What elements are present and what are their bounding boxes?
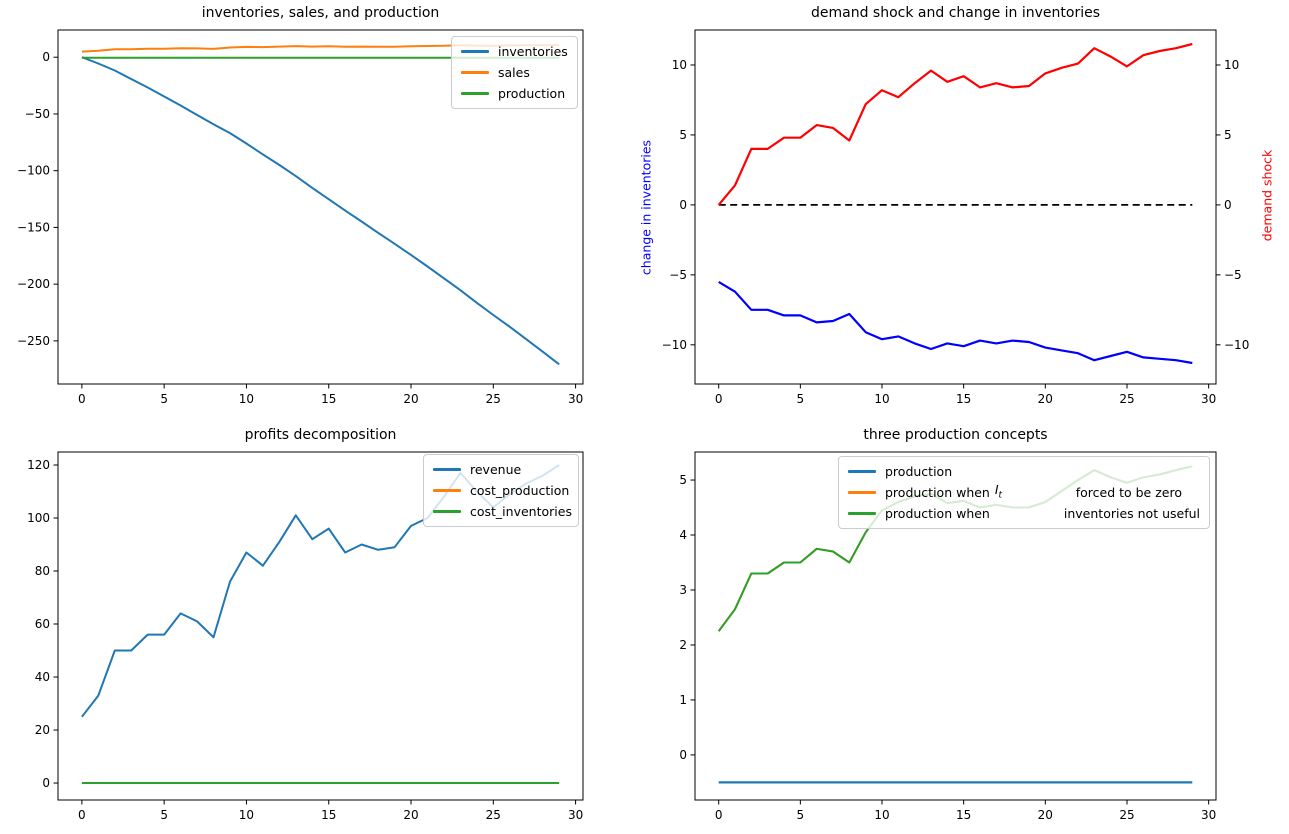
legend-item-sales: sales <box>461 62 568 83</box>
legend-item-cost-production: cost_production <box>433 480 569 501</box>
svg-text:40: 40 <box>35 670 50 684</box>
legend-label: production <box>498 86 566 101</box>
svg-text:−150: −150 <box>17 220 50 234</box>
svg-text:0: 0 <box>715 808 723 822</box>
svg-text:5: 5 <box>1224 128 1232 142</box>
title-demand-shock-change-inventories: demand shock and change in inventories <box>810 5 1101 21</box>
title-three-production-concepts: three production concepts <box>863 427 1048 443</box>
svg-text:30: 30 <box>568 808 583 822</box>
svg-text:0: 0 <box>715 392 723 406</box>
svg-text:0: 0 <box>42 776 50 790</box>
legend-label: cost_production <box>470 483 570 498</box>
legend-item-production-when-It-forced-zero: production when It forced to be zero <box>848 482 1200 503</box>
svg-text:5: 5 <box>797 392 805 406</box>
svg-text:15: 15 <box>321 392 336 406</box>
line-swatch-sales <box>461 71 489 74</box>
svg-text:5: 5 <box>160 808 168 822</box>
svg-text:0: 0 <box>1224 198 1232 212</box>
legend-label-tail: inventories not useful <box>1063 506 1200 521</box>
legend-three-production-concepts: production production when It forced to … <box>838 456 1210 529</box>
svg-text:120: 120 <box>27 458 50 472</box>
legend-profits-decomposition: revenue cost_production cost_inventories <box>423 454 579 527</box>
svg-text:100: 100 <box>27 511 50 525</box>
svg-text:10: 10 <box>874 392 889 406</box>
svg-text:15: 15 <box>321 808 336 822</box>
svg-text:30: 30 <box>1201 392 1216 406</box>
svg-text:80: 80 <box>35 564 50 578</box>
svg-text:0: 0 <box>78 392 86 406</box>
line-swatch-production-forced-zero <box>848 491 876 494</box>
line-swatch-revenue <box>433 468 461 471</box>
svg-text:20: 20 <box>35 723 50 737</box>
legend-item-production-when-inventories-not-useful: production when inventories not useful <box>848 503 1200 524</box>
svg-text:20: 20 <box>403 392 418 406</box>
ylabel-demand-shock: demand shock <box>1259 149 1275 242</box>
svg-text:−100: −100 <box>17 164 50 178</box>
svg-text:60: 60 <box>35 617 50 631</box>
line-swatch-cost-inventories <box>433 510 461 513</box>
legend-item-production: production <box>461 83 568 104</box>
line-swatch-cost-production <box>433 489 461 492</box>
svg-text:25: 25 <box>1119 808 1134 822</box>
legend-label: inventories <box>498 44 568 59</box>
svg-text:25: 25 <box>1119 392 1134 406</box>
title-inventories-sales-production: inventories, sales, and production <box>201 5 440 21</box>
legend-label-tail: forced to be zero <box>1075 485 1182 500</box>
math-symbol-It: It <box>994 481 1003 501</box>
svg-text:−10: −10 <box>662 338 687 352</box>
svg-text:30: 30 <box>568 392 583 406</box>
legend-label: production <box>885 464 953 479</box>
svg-text:−50: −50 <box>25 107 50 121</box>
legend-item-production: production <box>848 461 1200 482</box>
legend-inventories-sales-production: inventories sales production <box>451 36 578 109</box>
legend-label: production when <box>885 506 990 521</box>
svg-text:15: 15 <box>956 808 971 822</box>
legend-label: sales <box>498 65 530 80</box>
svg-text:−5: −5 <box>669 268 687 282</box>
svg-text:0: 0 <box>679 748 687 762</box>
svg-text:15: 15 <box>956 392 971 406</box>
line-swatch-production <box>461 92 489 95</box>
svg-text:30: 30 <box>1201 808 1216 822</box>
svg-text:3: 3 <box>679 583 687 597</box>
svg-text:4: 4 <box>679 528 687 542</box>
legend-item-revenue: revenue <box>433 459 569 480</box>
svg-text:10: 10 <box>239 392 254 406</box>
legend-item-cost-inventories: cost_inventories <box>433 501 572 522</box>
legend-item-inventories: inventories <box>461 41 568 62</box>
svg-text:20: 20 <box>403 808 418 822</box>
svg-text:10: 10 <box>874 808 889 822</box>
svg-text:5: 5 <box>160 392 168 406</box>
line-swatch-production <box>848 470 876 473</box>
svg-text:20: 20 <box>1038 808 1053 822</box>
svg-text:25: 25 <box>486 392 501 406</box>
svg-text:20: 20 <box>1038 392 1053 406</box>
svg-text:0: 0 <box>42 50 50 64</box>
svg-text:0: 0 <box>78 808 86 822</box>
svg-text:5: 5 <box>679 128 687 142</box>
svg-text:10: 10 <box>672 58 687 72</box>
svg-text:5: 5 <box>797 808 805 822</box>
line-swatch-production-inv-not-useful <box>848 512 876 515</box>
svg-text:0: 0 <box>679 198 687 212</box>
legend-label: revenue <box>470 462 522 477</box>
svg-text:−5: −5 <box>1224 268 1242 282</box>
svg-text:10: 10 <box>1224 58 1239 72</box>
svg-text:1: 1 <box>679 693 687 707</box>
svg-text:−250: −250 <box>17 334 50 348</box>
svg-text:2: 2 <box>679 638 687 652</box>
line-swatch-inventories <box>461 50 489 53</box>
svg-text:−200: −200 <box>17 277 50 291</box>
svg-text:−10: −10 <box>1224 338 1249 352</box>
svg-text:10: 10 <box>239 808 254 822</box>
legend-label: production when <box>885 485 990 500</box>
svg-text:5: 5 <box>679 473 687 487</box>
legend-label: cost_inventories <box>470 504 572 519</box>
title-profits-decomposition: profits decomposition <box>244 427 397 443</box>
svg-text:25: 25 <box>486 808 501 822</box>
ylabel-change-in-inventories: change in inventories <box>638 139 654 276</box>
